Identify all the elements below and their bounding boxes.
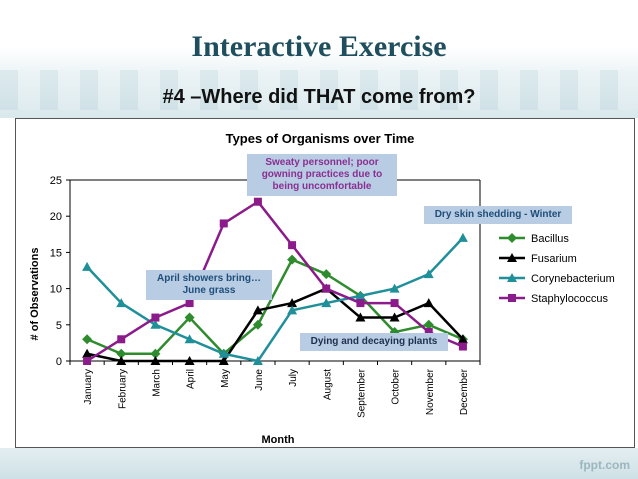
data-point-staphylococcus bbox=[83, 357, 92, 365]
series-line-fusarium bbox=[86, 287, 464, 363]
y-tick-label: 5 bbox=[56, 320, 62, 332]
data-point-fusarium bbox=[150, 356, 161, 365]
x-tick-label: November bbox=[425, 368, 436, 415]
data-point-staphylococcus bbox=[185, 299, 194, 308]
header-background bbox=[0, 0, 638, 118]
data-point-bacillus bbox=[116, 348, 127, 359]
data-point-staphylococcus bbox=[356, 299, 365, 308]
x-tick-label: April bbox=[186, 369, 197, 389]
data-point-corynebacterium bbox=[321, 298, 332, 308]
data-point-corynebacterium bbox=[287, 305, 298, 315]
x-tick-label: August bbox=[322, 369, 333, 400]
data-point-fusarium bbox=[184, 356, 195, 365]
x-tick-label: January bbox=[83, 369, 94, 405]
x-tick-label: September bbox=[356, 368, 367, 418]
data-point-bacillus bbox=[423, 319, 434, 330]
data-point-corynebacterium bbox=[218, 348, 229, 358]
chart-title: Types of Organisms over Time bbox=[226, 131, 415, 146]
legend-marker-fusarium bbox=[507, 253, 517, 262]
data-point-fusarium bbox=[423, 298, 434, 308]
plot-area: 0 5 10 15 20 25 January February March April May Ju… bbox=[50, 175, 481, 418]
data-point-fusarium bbox=[457, 334, 468, 344]
data-point-staphylococcus bbox=[219, 219, 228, 228]
data-point-bacillus bbox=[184, 312, 195, 323]
legend-label-fusarium: Fusarium bbox=[531, 253, 577, 265]
data-point-bacillus bbox=[287, 254, 298, 265]
data-point-bacillus bbox=[82, 334, 93, 345]
data-point-bacillus bbox=[150, 348, 161, 359]
annotation-dry-skin: Dry skin shedding - Winter bbox=[424, 206, 572, 224]
legend-marker-corynebacterium bbox=[507, 273, 517, 282]
x-tick-label: March bbox=[151, 369, 162, 397]
legend-marker-staphylococcus bbox=[508, 294, 516, 302]
x-axis-label: Month bbox=[262, 434, 295, 446]
data-point-staphylococcus bbox=[288, 241, 297, 250]
slide-subtitle: #4 –Where did THAT come from? bbox=[162, 86, 476, 108]
data-point-corynebacterium bbox=[184, 334, 195, 344]
data-point-fusarium bbox=[252, 305, 263, 315]
data-point-fusarium bbox=[116, 356, 127, 365]
series-line-staphylococcus bbox=[86, 200, 464, 363]
data-point-staphylococcus bbox=[424, 328, 433, 337]
data-point-staphylococcus bbox=[322, 284, 331, 293]
data-point-fusarium bbox=[218, 356, 229, 365]
data-point-bacillus bbox=[252, 319, 263, 330]
legend-label-corynebacterium: Corynebacterium bbox=[531, 273, 615, 285]
data-point-bacillus bbox=[321, 269, 332, 280]
data-point-corynebacterium bbox=[252, 356, 263, 365]
data-point-corynebacterium bbox=[355, 290, 366, 300]
legend-label-staphylococcus: Staphylococcus bbox=[531, 293, 609, 305]
data-point-corynebacterium bbox=[423, 269, 434, 279]
data-point-fusarium bbox=[389, 312, 400, 322]
y-tick-label: 10 bbox=[50, 284, 62, 296]
x-tick-label: May bbox=[220, 369, 231, 388]
x-tick-label: October bbox=[391, 368, 402, 404]
footer-background bbox=[0, 448, 638, 479]
data-point-staphylococcus bbox=[151, 313, 160, 322]
data-point-corynebacterium bbox=[389, 283, 400, 293]
data-point-corynebacterium bbox=[150, 319, 161, 329]
y-tick-label: 25 bbox=[50, 175, 62, 187]
annotation-april-showers: April showers bring…June grass bbox=[146, 270, 272, 300]
data-point-staphylococcus bbox=[390, 299, 399, 308]
x-tick-label: December bbox=[459, 368, 470, 415]
chart-svg: Types of Organisms over Time # of Observ… bbox=[29, 131, 615, 446]
annotation-dying-plants: Dying and decaying plants bbox=[300, 333, 448, 351]
x-tick-label: June bbox=[254, 369, 265, 391]
x-tick-label: July bbox=[288, 369, 299, 387]
legend: Bacillus Fusarium Corynebacterium Staphyloc… bbox=[499, 233, 615, 305]
y-axis-label: # of Observations bbox=[29, 248, 41, 341]
data-point-corynebacterium bbox=[457, 232, 468, 242]
footer-brand: fppt.com bbox=[579, 458, 630, 472]
y-tick-label: 0 bbox=[56, 356, 62, 368]
y-tick-label: 20 bbox=[50, 211, 62, 223]
legend-marker-bacillus bbox=[507, 233, 517, 243]
data-point-corynebacterium bbox=[116, 298, 127, 308]
data-point-staphylococcus bbox=[253, 197, 262, 206]
data-point-staphylococcus bbox=[117, 335, 126, 344]
plot-background bbox=[70, 180, 480, 361]
x-tick-label: February bbox=[117, 369, 128, 409]
series-line-bacillus bbox=[86, 258, 464, 356]
data-point-corynebacterium bbox=[82, 261, 93, 271]
annotation-sweaty: Sweaty personnel; poor gowning practices… bbox=[247, 154, 397, 196]
data-point-staphylococcus bbox=[458, 342, 467, 351]
data-point-fusarium bbox=[355, 312, 366, 322]
slide-title: Interactive Exercise bbox=[191, 30, 447, 63]
data-point-fusarium bbox=[287, 298, 298, 308]
legend-label-bacillus: Bacillus bbox=[531, 233, 569, 245]
data-point-fusarium bbox=[82, 348, 93, 358]
y-tick-label: 15 bbox=[50, 247, 62, 259]
